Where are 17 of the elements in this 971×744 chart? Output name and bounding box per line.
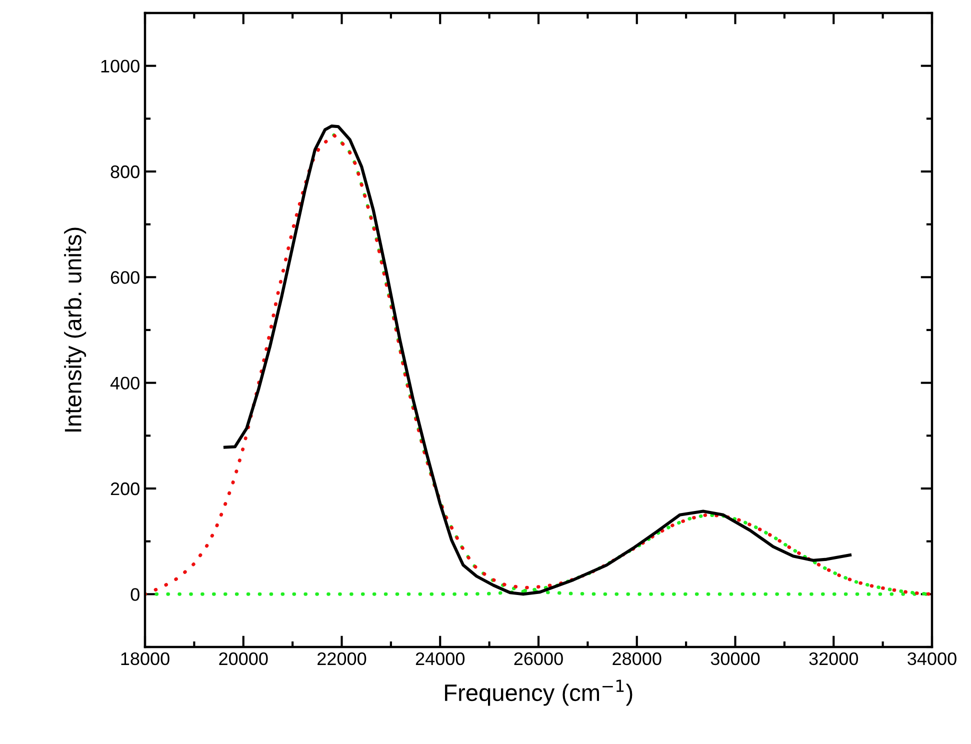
x-tick-label: 22000 [318, 652, 366, 666]
x-tick-label: 26000 [514, 652, 563, 666]
y-tick-label: 0 [130, 588, 140, 601]
y-axis-title: Intensity (arb. units) [64, 228, 86, 432]
y-tick-label: 600 [110, 271, 140, 284]
x-tick-label: 30000 [710, 652, 760, 666]
x-tick-label: 34000 [908, 652, 956, 666]
x-tick-label: 20000 [219, 652, 268, 666]
y-tick-label: 800 [110, 165, 140, 178]
x-tick-label: 18000 [121, 652, 170, 666]
x-tick-label: 32000 [809, 652, 858, 666]
y-tick-label: 1000 [101, 60, 140, 73]
x-axis-title: Frequency (cm$^{−1}$) [445, 680, 632, 706]
x-tick-label: 24000 [416, 652, 465, 666]
y-tick-label: 200 [110, 482, 140, 496]
x-tick-label: 28000 [612, 652, 662, 666]
y-tick-label: 400 [110, 376, 140, 390]
